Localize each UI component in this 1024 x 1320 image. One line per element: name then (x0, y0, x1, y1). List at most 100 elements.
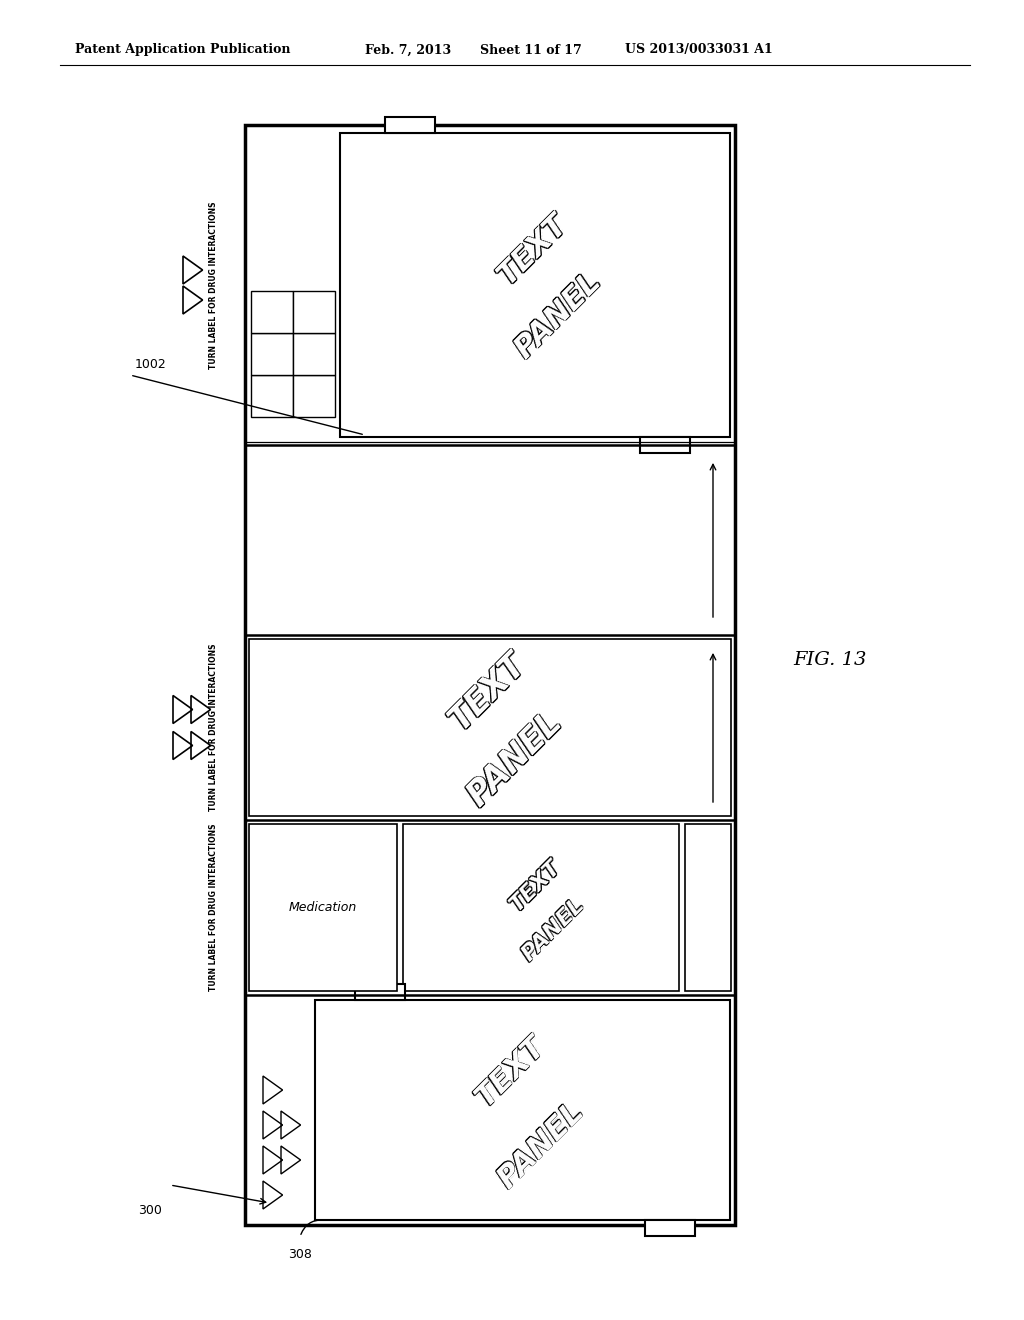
Bar (315, 1001, 730, 1220)
Bar (245, 125, 735, 1225)
Text: PANEL: PANEL (518, 894, 589, 964)
Text: TEXT: TEXT (443, 648, 534, 738)
Text: PANEL: PANEL (462, 706, 569, 814)
Text: TEXT: TEXT (506, 855, 564, 913)
Text: TURN LABEL FOR DRUG INTERACTIONS: TURN LABEL FOR DRUG INTERACTIONS (209, 201, 217, 368)
Text: Medication: Medication (289, 902, 357, 913)
Text: PANEL: PANEL (492, 1096, 589, 1193)
Text: TEXT: TEXT (469, 1031, 550, 1111)
Text: PANEL: PANEL (518, 895, 589, 965)
Text: PANEL: PANEL (508, 267, 606, 364)
Text: TEXT: TEXT (508, 857, 566, 916)
Bar (251, 290, 293, 333)
Text: PANEL: PANEL (493, 1097, 590, 1195)
Text: TEXT: TEXT (471, 1031, 552, 1111)
Text: PANEL: PANEL (492, 1097, 589, 1195)
Text: PANEL: PANEL (518, 894, 588, 964)
Text: TEXT: TEXT (492, 210, 572, 292)
Text: PANEL: PANEL (490, 1096, 589, 1193)
Text: PANEL: PANEL (517, 895, 588, 965)
Text: TEXT: TEXT (469, 1031, 550, 1113)
Text: PANEL: PANEL (518, 895, 588, 965)
Text: PANEL: PANEL (509, 265, 606, 363)
Text: TEXT: TEXT (470, 1032, 551, 1113)
Text: PANEL: PANEL (518, 895, 588, 965)
Text: PANEL: PANEL (493, 1096, 590, 1193)
Text: TEXT: TEXT (442, 648, 531, 738)
Text: PANEL: PANEL (493, 1096, 590, 1193)
Text: TEXT: TEXT (507, 857, 565, 915)
Text: PANEL: PANEL (461, 706, 568, 814)
Text: TEXT: TEXT (508, 855, 566, 913)
Text: TEXT: TEXT (443, 648, 534, 738)
Text: TEXT: TEXT (493, 209, 573, 290)
Bar (293, 290, 335, 333)
Text: US 2013/0033031 A1: US 2013/0033031 A1 (625, 44, 773, 57)
Text: TEXT: TEXT (508, 857, 566, 915)
Text: Sheet 11 of 17: Sheet 11 of 17 (480, 44, 582, 57)
Text: TEXT: TEXT (442, 648, 531, 738)
Text: FIG. 13: FIG. 13 (794, 651, 866, 669)
Text: TEXT: TEXT (492, 209, 572, 290)
Text: PANEL: PANEL (460, 706, 568, 814)
Text: PANEL: PANEL (510, 267, 607, 364)
Text: TEXT: TEXT (506, 857, 564, 916)
Bar (293, 375, 335, 417)
Text: PANEL: PANEL (508, 265, 606, 363)
Text: PANEL: PANEL (462, 706, 569, 813)
Text: 300: 300 (138, 1204, 162, 1217)
Text: TEXT: TEXT (471, 1031, 552, 1113)
Text: PANEL: PANEL (510, 265, 607, 363)
Bar (340, 133, 730, 437)
Text: TEXT: TEXT (442, 647, 531, 737)
Text: PANEL: PANEL (460, 706, 568, 813)
Text: Feb. 7, 2013: Feb. 7, 2013 (365, 44, 452, 57)
Bar (640, 437, 690, 453)
Bar (355, 983, 406, 1001)
Text: PANEL: PANEL (461, 706, 568, 813)
Text: TEXT: TEXT (493, 210, 573, 290)
Bar (645, 1220, 695, 1236)
Text: TEXT: TEXT (492, 210, 572, 290)
Text: TEXT: TEXT (493, 210, 573, 292)
Bar (385, 117, 435, 133)
Text: TEXT: TEXT (507, 855, 565, 913)
Text: PANEL: PANEL (517, 894, 588, 964)
Text: TEXT: TEXT (470, 1031, 551, 1111)
Text: Patent Application Publication: Patent Application Publication (75, 44, 291, 57)
Text: TEXT: TEXT (443, 648, 532, 738)
Text: 1002: 1002 (135, 359, 167, 371)
Text: TEXT: TEXT (443, 648, 532, 738)
Bar (249, 824, 397, 991)
Text: PANEL: PANEL (461, 705, 568, 813)
Text: PANEL: PANEL (490, 1097, 589, 1195)
Bar (685, 824, 731, 991)
Text: PANEL: PANEL (509, 267, 606, 364)
Text: PANEL: PANEL (510, 267, 607, 364)
Text: TEXT: TEXT (493, 209, 574, 290)
Text: PANEL: PANEL (492, 1096, 589, 1193)
Text: PANEL: PANEL (508, 267, 606, 364)
Bar (293, 333, 335, 375)
Text: TEXT: TEXT (493, 210, 574, 292)
Text: TEXT: TEXT (443, 647, 532, 737)
Text: PANEL: PANEL (509, 267, 606, 364)
Text: TEXT: TEXT (471, 1032, 552, 1113)
Text: TEXT: TEXT (470, 1031, 551, 1113)
Text: TURN LABEL FOR DRUG INTERACTIONS: TURN LABEL FOR DRUG INTERACTIONS (209, 644, 217, 812)
Text: PANEL: PANEL (490, 1096, 589, 1193)
Text: PANEL: PANEL (517, 895, 588, 965)
Text: PANEL: PANEL (460, 705, 568, 813)
Text: TEXT: TEXT (493, 210, 574, 290)
Text: TEXT: TEXT (443, 647, 534, 737)
Text: PANEL: PANEL (518, 895, 589, 965)
Text: TEXT: TEXT (469, 1032, 550, 1113)
Text: TEXT: TEXT (506, 857, 564, 915)
Text: 308: 308 (288, 1249, 312, 1262)
Bar (249, 639, 731, 816)
Bar (251, 333, 293, 375)
Bar (251, 375, 293, 417)
Text: PANEL: PANEL (462, 705, 569, 813)
Text: TEXT: TEXT (507, 857, 565, 916)
Bar (403, 824, 679, 991)
